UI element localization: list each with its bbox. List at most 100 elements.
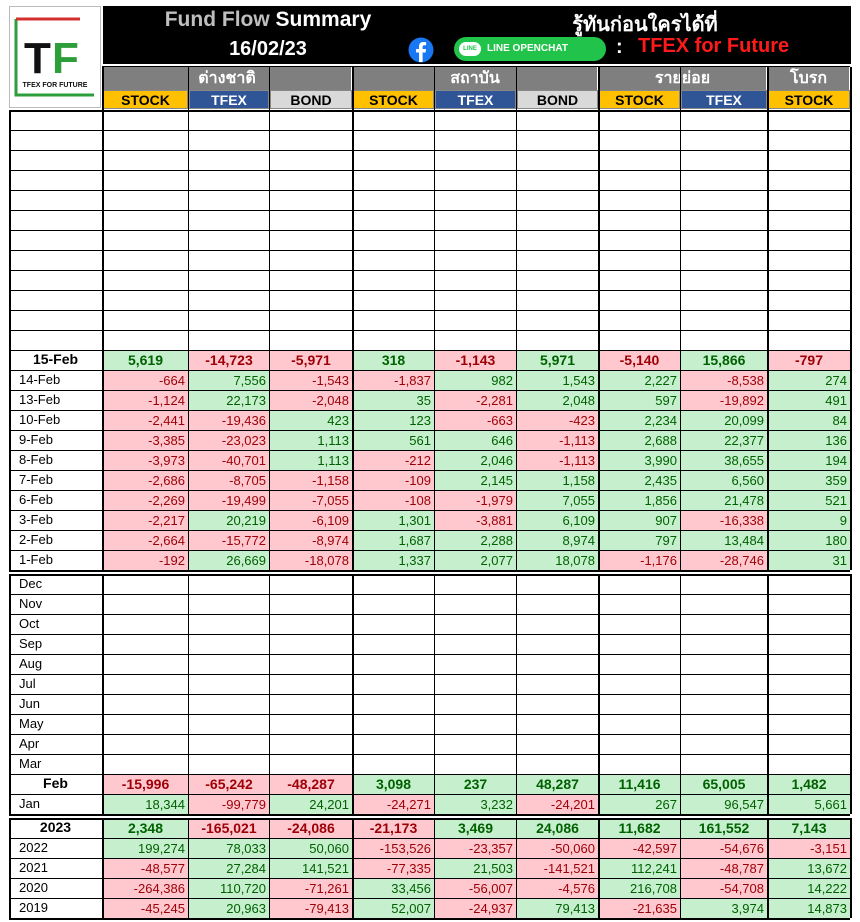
grid-line: [850, 574, 852, 814]
value-cell: -18,078: [270, 551, 352, 570]
summary-value-cell: 7,143: [768, 819, 850, 838]
row-label: [9, 310, 102, 330]
column-header-stock: STOCK: [599, 90, 680, 109]
value-cell: 2,688: [599, 431, 680, 450]
value-cell: -54,708: [681, 879, 767, 898]
value-cell: 20,099: [681, 411, 767, 430]
value-cell: -264,386: [103, 879, 188, 898]
value-cell: -2,686: [103, 471, 188, 490]
summary-value-cell: 1,482: [768, 775, 850, 794]
grid-line: [9, 410, 850, 411]
grid-line: [9, 818, 11, 918]
grid-line: [102, 66, 850, 67]
value-cell: -8,974: [270, 531, 352, 550]
row-label: [9, 330, 102, 350]
grid-line: [9, 310, 850, 311]
value-cell: 18,078: [517, 551, 598, 570]
column-header-bond: BOND: [517, 90, 598, 109]
value-cell: 26,669: [189, 551, 269, 570]
grid-line: [9, 794, 850, 795]
value-cell: -1,837: [353, 371, 434, 390]
value-cell: 2,046: [435, 451, 516, 470]
grid-line: [9, 330, 850, 331]
grid-line: [9, 814, 850, 816]
grid-line: [9, 210, 850, 211]
grid-line: [9, 754, 850, 755]
row-label: 2019: [19, 900, 48, 915]
value-cell: -19,436: [189, 411, 269, 430]
value-cell: -4,576: [517, 879, 598, 898]
grid-line: [9, 270, 850, 271]
grid-line: [9, 450, 850, 451]
value-cell: 359: [768, 471, 850, 490]
grid-line: [850, 818, 852, 918]
separator-colon: :: [616, 36, 623, 58]
value-cell: -1,158: [270, 471, 352, 490]
grid-line: [188, 67, 189, 110]
grid-line: [269, 574, 270, 814]
value-cell: 180: [768, 531, 850, 550]
grid-line: [9, 350, 850, 351]
value-cell: -99,779: [189, 795, 269, 814]
summary-value-cell: 3,098: [353, 775, 434, 794]
value-cell: 5,661: [768, 795, 850, 814]
row-label: Apr: [19, 736, 40, 751]
value-cell: 1,856: [599, 491, 680, 510]
svg-text:TFEX FOR FUTURE: TFEX FOR FUTURE: [23, 82, 88, 89]
value-cell: 21,478: [681, 491, 767, 510]
value-cell: 194: [768, 451, 850, 470]
value-cell: 13,484: [681, 531, 767, 550]
row-label: 2021: [19, 860, 48, 875]
value-cell: -77,335: [353, 859, 434, 878]
value-cell: -1,113: [517, 451, 598, 470]
value-cell: 1,337: [353, 551, 434, 570]
row-label: Sep: [19, 636, 43, 651]
grid-line: [9, 570, 850, 572]
row-label: 14-Feb: [19, 372, 61, 387]
grid-line: [9, 694, 850, 695]
grid-line: [9, 634, 850, 635]
value-cell: -21,635: [599, 899, 680, 918]
grid-line: [9, 594, 850, 595]
value-cell: -2,441: [103, 411, 188, 430]
summary-value-cell: 318: [353, 351, 434, 370]
grid-line: [9, 530, 850, 531]
value-cell: -40,701: [189, 451, 269, 470]
value-cell: 597: [599, 391, 680, 410]
value-cell: 38,655: [681, 451, 767, 470]
slogan: รู้ทันก่อนใครได้ที่: [572, 14, 718, 36]
grid-line: [102, 818, 104, 918]
value-cell: 22,173: [189, 391, 269, 410]
summary-value-cell: -5,140: [599, 351, 680, 370]
grid-line: [9, 654, 850, 655]
grid-line: [102, 574, 104, 814]
grid-line: [9, 430, 850, 431]
grid-line: [188, 574, 189, 814]
header: T F TFEX FOR FUTURE Fund Flow Summary 16…: [0, 0, 860, 108]
value-cell: -2,281: [435, 391, 516, 410]
value-cell: 3,974: [681, 899, 767, 918]
row-label: Dec: [19, 576, 43, 591]
line-openchat-badge[interactable]: LINE LINE OPENCHAT: [454, 37, 606, 61]
facebook-icon[interactable]: [400, 36, 442, 63]
value-cell: 79,413: [517, 899, 598, 918]
value-cell: 20,963: [189, 899, 269, 918]
row-label: Nov: [19, 596, 43, 611]
grid-line: [680, 67, 681, 110]
grid-line: [9, 370, 850, 371]
summary-value-cell: -1,143: [435, 351, 516, 370]
column-header-tfex: TFEX: [681, 90, 767, 109]
value-cell: 112,241: [599, 859, 680, 878]
value-cell: 27,284: [189, 859, 269, 878]
grid-line: [9, 574, 850, 576]
page-title: Fund Flow Summary: [103, 8, 433, 32]
grid-line: [9, 510, 850, 511]
grid-line: [434, 67, 435, 110]
grid-line: [102, 67, 104, 110]
report-date: 16/02/23: [229, 38, 307, 60]
value-cell: 1,543: [517, 371, 598, 390]
value-cell: 141,521: [270, 859, 352, 878]
value-cell: -7,055: [270, 491, 352, 510]
grid-line: [9, 918, 850, 920]
